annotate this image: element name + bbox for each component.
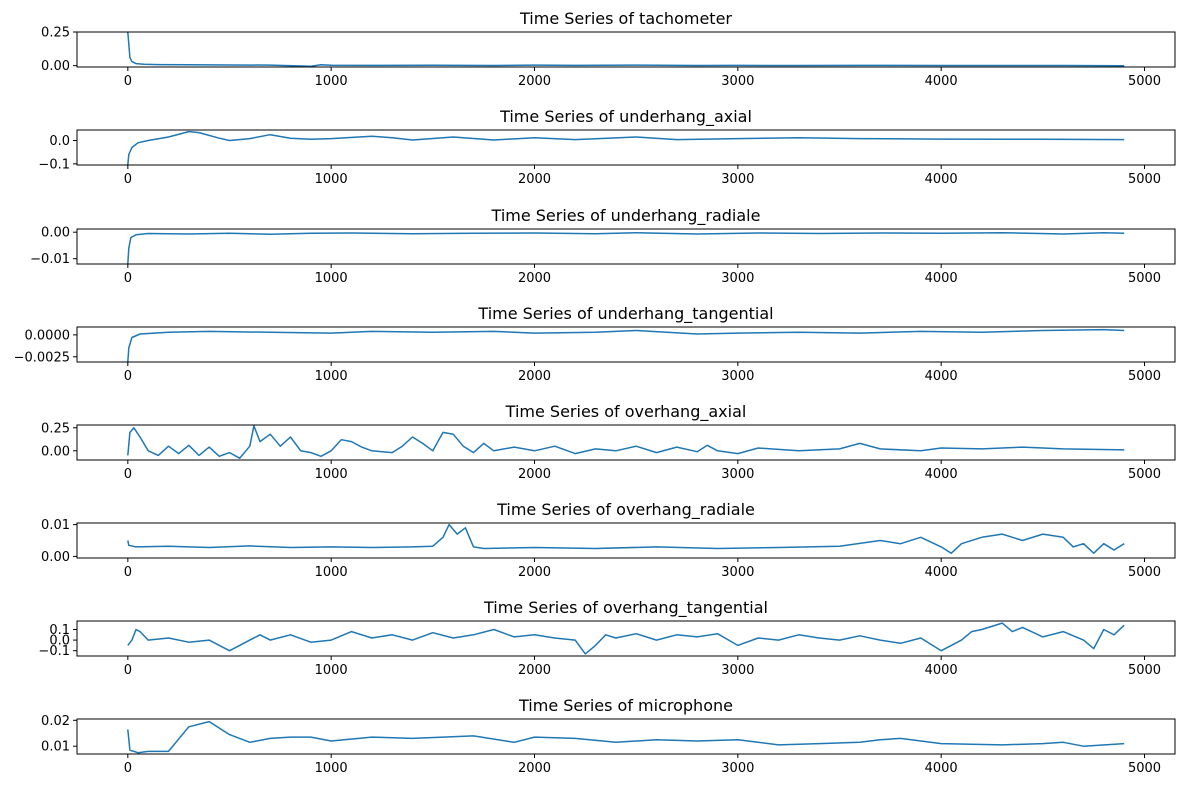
subplot-title: Time Series of tachometer: [519, 9, 732, 28]
x-tick-label: 2000: [518, 663, 551, 678]
x-tick-label: 5000: [1128, 74, 1161, 89]
series-line: [127, 523, 1125, 554]
x-tick-label: 3000: [721, 467, 754, 482]
x-tick-label: 1000: [315, 74, 348, 89]
x-tick-label: 3000: [721, 565, 754, 580]
x-tick-label: 4000: [925, 369, 958, 384]
x-tick-label: 0: [124, 74, 132, 89]
y-tick-label: −0.01: [30, 252, 70, 267]
x-tick-label: 2000: [518, 761, 551, 776]
y-tick-label: 0.00: [41, 59, 70, 74]
y-tick-label: 0.01: [41, 518, 70, 533]
axes-frame: [76, 522, 1176, 559]
y-tick-label: 0.25: [41, 26, 70, 41]
axes-frame: [76, 326, 1176, 363]
x-tick-label: 5000: [1128, 172, 1161, 187]
axes-frame: [76, 129, 1176, 166]
x-tick-label: 0: [124, 271, 132, 286]
x-tick-label: 4000: [925, 663, 958, 678]
axes-frame: [76, 31, 1176, 68]
x-tick-label: 3000: [721, 663, 754, 678]
x-tick-label: 1000: [315, 761, 348, 776]
x-tick-label: 3000: [721, 369, 754, 384]
x-tick-label: 1000: [315, 369, 348, 384]
x-tick-label: 1000: [315, 271, 348, 286]
y-tick-label: 0.00: [41, 550, 70, 565]
x-tick-label: 3000: [721, 172, 754, 187]
y-tick-label: −0.1: [38, 157, 70, 172]
x-tick-label: 3000: [721, 761, 754, 776]
x-tick-label: 2000: [518, 369, 551, 384]
x-tick-label: 4000: [925, 467, 958, 482]
x-tick-label: 2000: [518, 172, 551, 187]
axes-frame: [76, 718, 1176, 755]
subplot-2: Time Series of underhang_axial 0 1000 2000 3…: [38, 107, 1176, 187]
series-line: [127, 328, 1125, 362]
x-tick-label: 4000: [925, 271, 958, 286]
x-tick-label: 1000: [315, 565, 348, 580]
subplot-5: Time Series of overhang_axial 0 1000 2000 30…: [41, 402, 1176, 482]
subplot-6: Time Series of overhang_radiale 0 1000 2000…: [41, 500, 1176, 580]
subplot-title: Time Series of underhang_axial: [499, 107, 752, 127]
axes-frame: [76, 620, 1176, 657]
x-tick-label: 2000: [518, 74, 551, 89]
x-tick-label: 5000: [1128, 565, 1161, 580]
subplot-3: Time Series of underhang_radiale 0 1000 200…: [30, 206, 1176, 286]
series-line: [127, 622, 1125, 655]
x-tick-label: 4000: [925, 74, 958, 89]
x-tick-label: 5000: [1128, 271, 1161, 286]
subplot-title: Time Series of overhang_axial: [505, 402, 747, 422]
y-tick-label: 0.02: [41, 714, 70, 729]
series-line: [127, 720, 1125, 754]
series-line: [127, 425, 1125, 459]
series-line: [127, 130, 1125, 165]
x-tick-label: 5000: [1128, 369, 1161, 384]
x-tick-label: 3000: [721, 271, 754, 286]
x-tick-label: 4000: [925, 172, 958, 187]
y-tick-label: 0.0: [49, 634, 70, 649]
x-tick-label: 2000: [518, 467, 551, 482]
y-tick-label: 0.00: [41, 444, 70, 459]
y-tick-label: 0.0000: [25, 328, 71, 343]
x-tick-label: 5000: [1128, 663, 1161, 678]
subplot-title: Time Series of overhang_radiale: [496, 500, 755, 520]
subplot-title: Time Series of overhang_tangential: [483, 598, 768, 618]
x-tick-label: 4000: [925, 761, 958, 776]
subplot-8: Time Series of microphone 0 1000 2000 3000 40…: [41, 696, 1176, 776]
x-tick-label: 1000: [315, 663, 348, 678]
x-tick-label: 2000: [518, 565, 551, 580]
x-tick-label: 0: [124, 761, 132, 776]
y-tick-label: −0.1: [38, 644, 70, 659]
x-tick-label: 0: [124, 369, 132, 384]
axes-frame: [76, 228, 1176, 265]
y-tick-label: 0.25: [41, 421, 70, 436]
subplot-7: Time Series of overhang_tangential 0 1000 2…: [38, 598, 1176, 678]
subplot-title: Time Series of microphone: [518, 696, 733, 715]
y-tick-label: −0.0025: [14, 350, 70, 365]
subplot-4: Time Series of underhang_tangential 0 1000…: [14, 304, 1176, 384]
x-tick-label: 0: [124, 565, 132, 580]
x-tick-label: 4000: [925, 565, 958, 580]
x-tick-label: 1000: [315, 467, 348, 482]
x-tick-label: 2000: [518, 271, 551, 286]
subplot-title: Time Series of underhang_tangential: [477, 304, 773, 324]
subplot-title: Time Series of underhang_radiale: [491, 206, 761, 226]
x-tick-label: 0: [124, 467, 132, 482]
series-line: [127, 32, 1125, 67]
axes-frame: [76, 424, 1176, 461]
x-tick-label: 1000: [315, 172, 348, 187]
series-line: [127, 231, 1125, 264]
y-tick-label: 0.0: [49, 134, 70, 149]
x-tick-label: 5000: [1128, 467, 1161, 482]
x-tick-label: 3000: [721, 74, 754, 89]
y-tick-label: 0.00: [41, 226, 70, 241]
x-tick-label: 0: [124, 172, 132, 187]
x-tick-label: 0: [124, 663, 132, 678]
subplot-1: Time Series of tachometer 0 1000 2000 3000 40…: [41, 9, 1176, 89]
x-tick-label: 5000: [1128, 761, 1161, 776]
y-tick-label: 0.01: [41, 740, 70, 755]
y-tick-label: 0.1: [49, 623, 70, 638]
